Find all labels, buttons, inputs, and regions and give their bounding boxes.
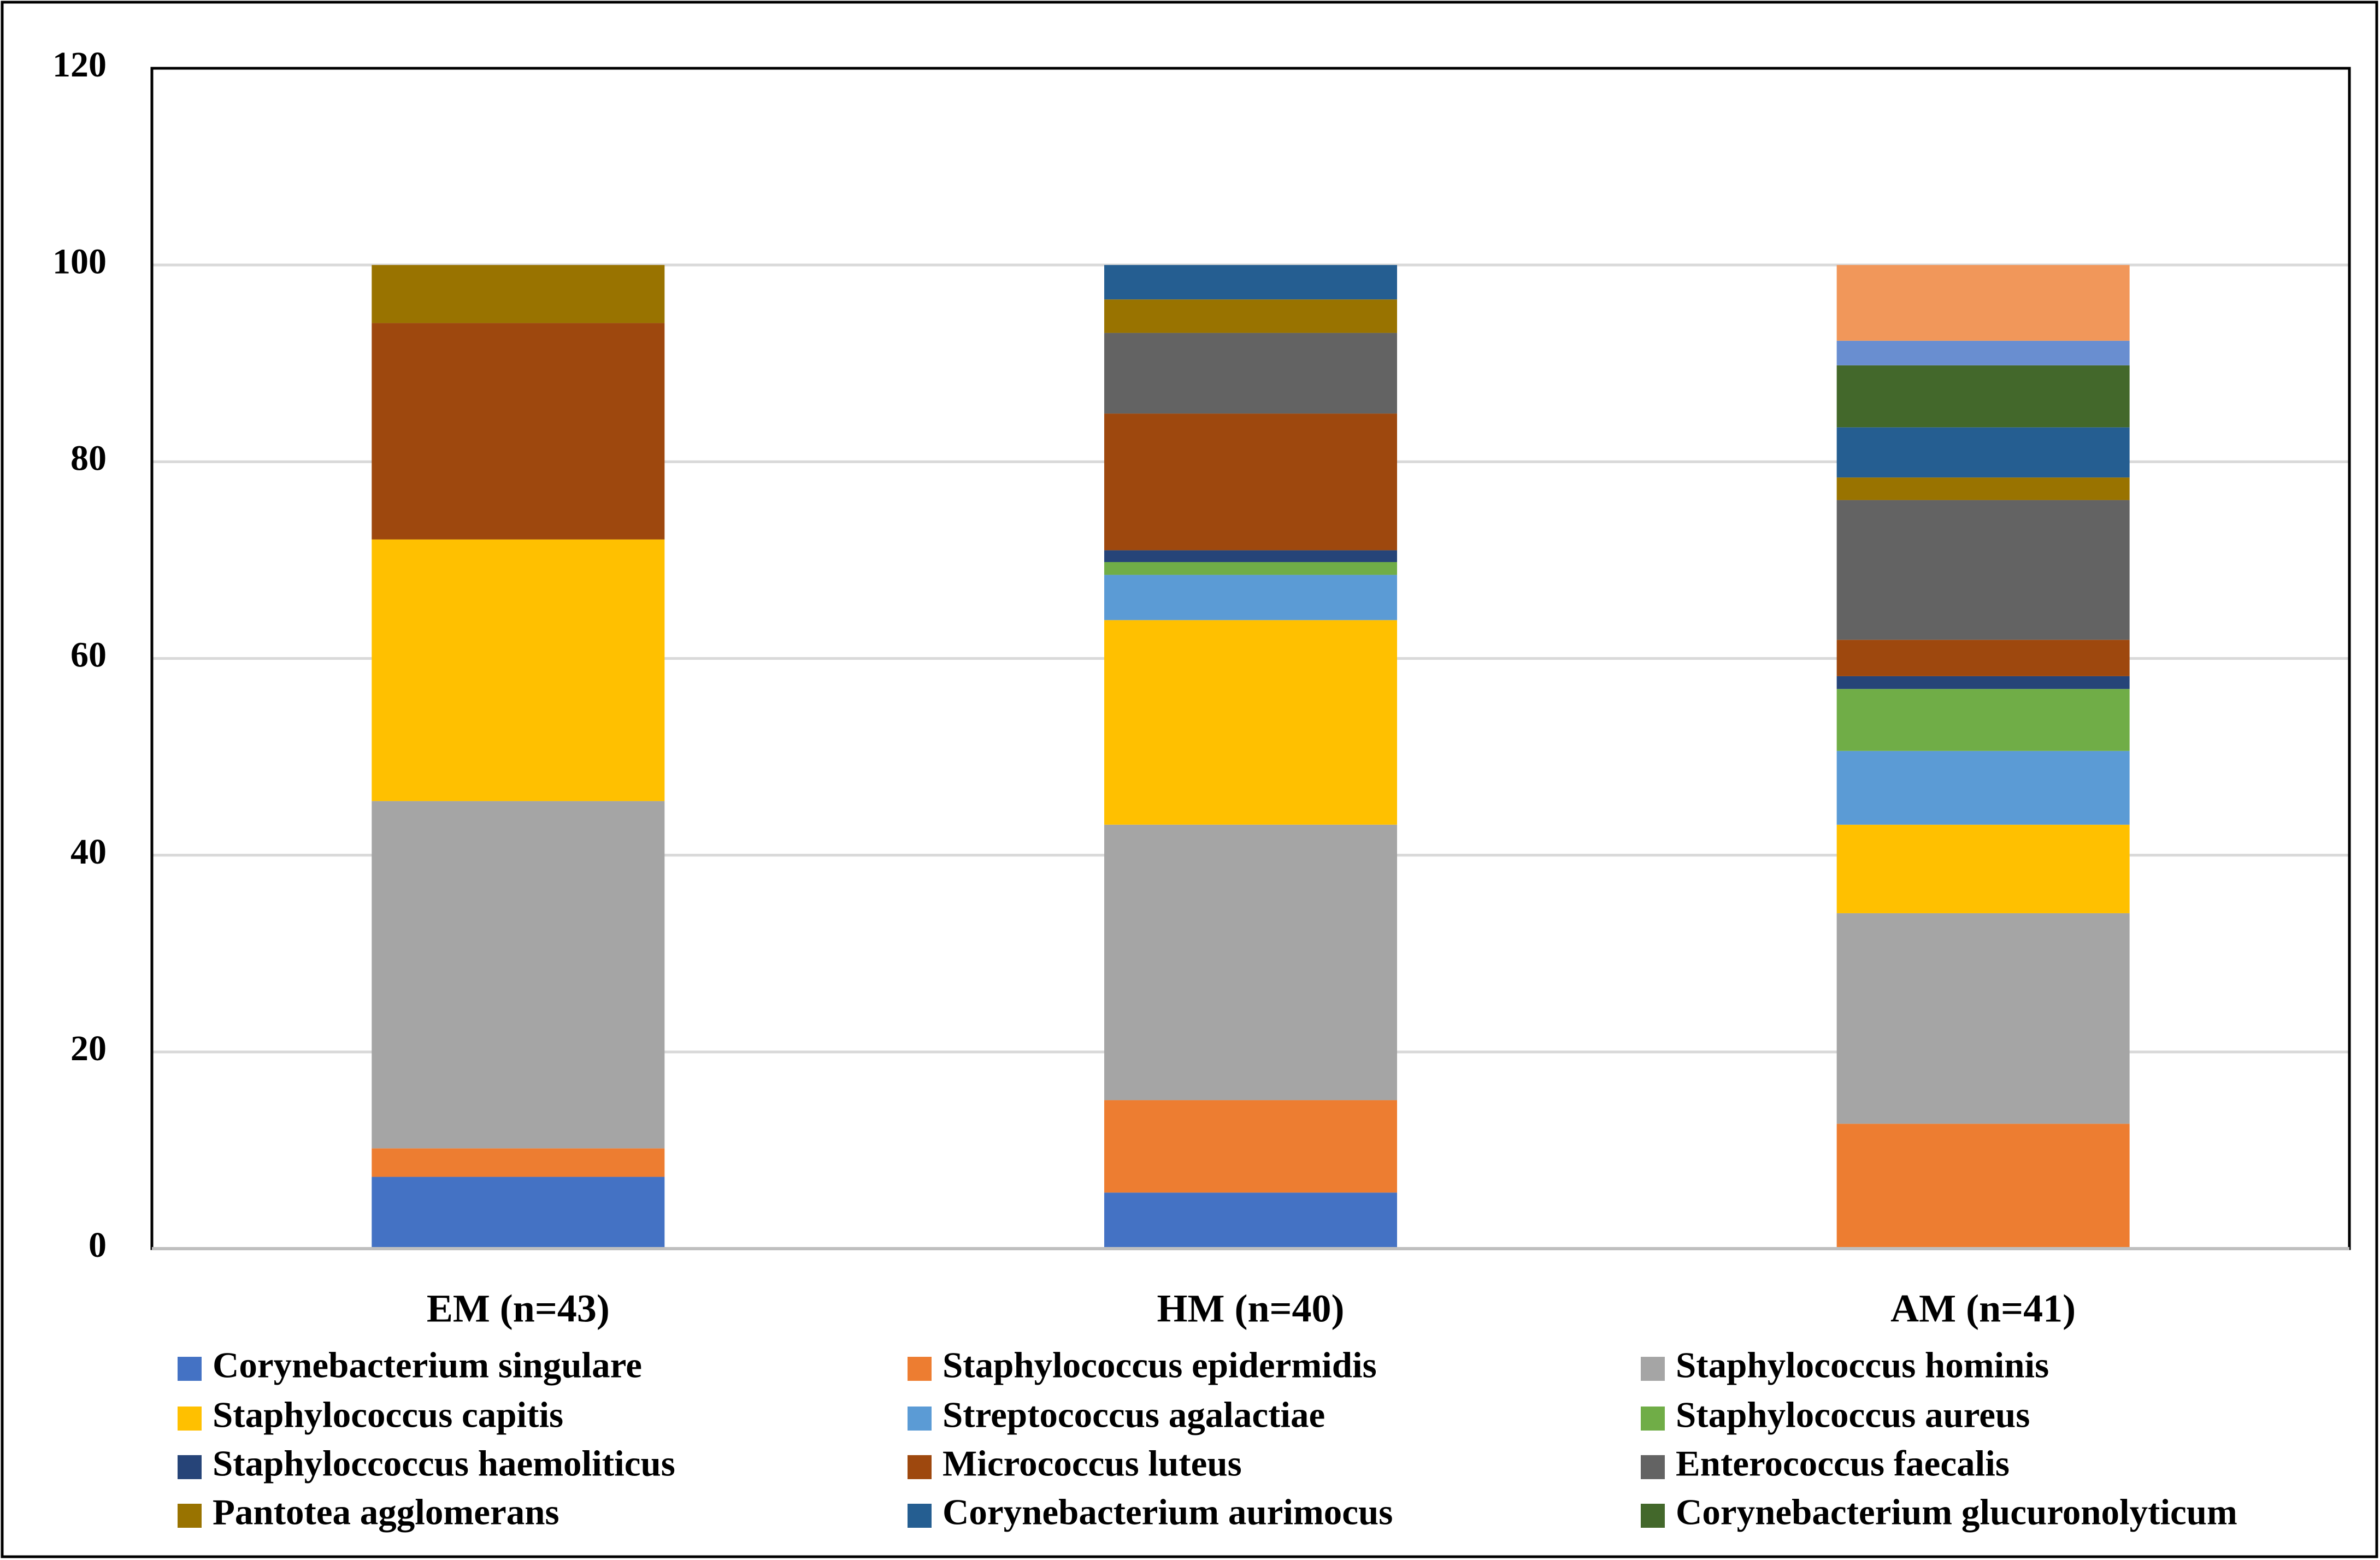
legend-label: Staphylococcus hominis xyxy=(1676,1345,2049,1385)
bar-segment xyxy=(1104,1100,1397,1193)
x-tick-label: HM (n=40) xyxy=(1157,1287,1345,1331)
bar-segment xyxy=(1104,562,1397,575)
legend-label: Corynebacterium singulare xyxy=(213,1345,642,1385)
bar-segment xyxy=(1104,550,1397,563)
bar-segment xyxy=(1836,265,2130,341)
legend-swatch xyxy=(908,1407,932,1431)
legend-swatch xyxy=(178,1504,202,1528)
legend-label: Staphyloccoccus haemoliticus xyxy=(213,1443,675,1484)
bar-segment xyxy=(372,801,665,1149)
x-tick-label: AM (n=41) xyxy=(1890,1287,2076,1331)
legend-swatch xyxy=(1641,1357,1665,1381)
legend-swatch xyxy=(1641,1455,1665,1479)
legend-swatch xyxy=(178,1357,202,1381)
bar-segment xyxy=(1104,1192,1397,1249)
bar-segment xyxy=(1104,824,1397,1101)
y-tick-label: 60 xyxy=(70,635,107,675)
bar-segment xyxy=(1836,500,2130,640)
legend-label: Micrococcus luteus xyxy=(942,1443,1242,1484)
legend-swatch xyxy=(178,1407,202,1431)
legend-swatch xyxy=(1641,1504,1665,1528)
bar-segment xyxy=(1836,676,2130,689)
bar-segment xyxy=(1836,365,2130,428)
legend-label: Staphylococcus aureus xyxy=(1676,1394,2030,1435)
legend-label: Corynebacterium glucuronolyticum xyxy=(1676,1492,2237,1532)
y-tick-label: 80 xyxy=(70,438,107,478)
bar-segment xyxy=(1104,265,1397,300)
legend-swatch xyxy=(1641,1407,1665,1431)
legend-label: Staphylococcus capitis xyxy=(213,1394,563,1435)
bar-segment xyxy=(1104,413,1397,551)
bar-segment xyxy=(1836,477,2130,500)
bar-segment xyxy=(1836,1124,2130,1249)
legend-label: Enterococcus faecalis xyxy=(1676,1443,2010,1484)
bar-segment xyxy=(1836,689,2130,751)
legend-label: Corynebacterium aurimocus xyxy=(942,1492,1393,1532)
bar-segment xyxy=(1836,751,2130,825)
bar-segment xyxy=(1836,913,2130,1124)
y-tick-label: 100 xyxy=(52,241,107,281)
y-tick-label: 40 xyxy=(70,832,107,872)
bar-segment xyxy=(372,1148,665,1177)
bar-segment xyxy=(1836,640,2130,676)
bar-segment xyxy=(1836,427,2130,478)
legend-swatch xyxy=(908,1455,932,1479)
legend-label: Pantotea agglomerans xyxy=(213,1492,559,1532)
legend-swatch xyxy=(908,1504,932,1528)
legend-label: Staphylococcus epidermidis xyxy=(942,1345,1377,1385)
y-tick-label: 120 xyxy=(52,45,107,85)
legend-swatch xyxy=(908,1357,932,1381)
bar-segment xyxy=(1104,575,1397,621)
bar-segment xyxy=(372,265,665,323)
bar-segment xyxy=(372,539,665,801)
bar-segment xyxy=(1104,620,1397,825)
bar-segment xyxy=(1104,299,1397,333)
bar-segment xyxy=(1836,340,2130,365)
bar-segment xyxy=(372,323,665,540)
bar-segment xyxy=(1104,333,1397,414)
bar-segment xyxy=(372,1177,665,1249)
x-tick-label: EM (n=43) xyxy=(427,1287,610,1331)
y-tick-label: 20 xyxy=(70,1029,107,1068)
legend-label: Streptococcus agalactiae xyxy=(942,1394,1325,1435)
bar-segment xyxy=(1836,824,2130,913)
y-tick-label: 0 xyxy=(89,1225,107,1265)
legend-swatch xyxy=(178,1455,202,1479)
